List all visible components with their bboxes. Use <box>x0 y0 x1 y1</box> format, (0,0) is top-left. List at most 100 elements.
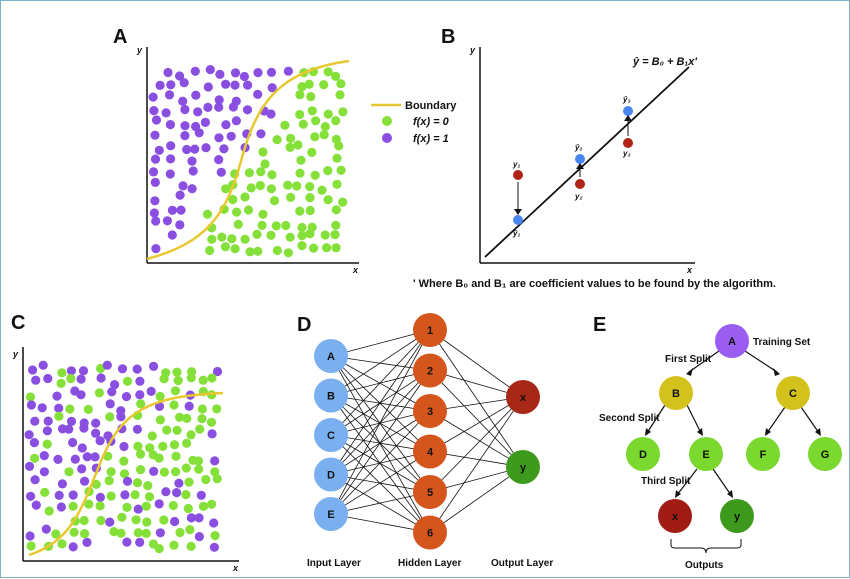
class0-point <box>119 469 130 479</box>
edge-c-f <box>766 406 786 434</box>
predicted-point-3 <box>623 106 633 116</box>
class0-point <box>286 192 296 202</box>
class0-point <box>193 456 204 466</box>
class1-point <box>25 531 35 541</box>
second-split-label: Second Split <box>599 413 660 424</box>
class0-point <box>136 465 146 475</box>
class0-point <box>307 106 317 116</box>
class0-point <box>51 529 61 539</box>
panel-c-boundary-curve <box>28 391 224 557</box>
class1-point <box>203 102 213 112</box>
input-node-e <box>314 497 348 531</box>
class0-point <box>331 220 341 230</box>
class1-point <box>95 492 105 502</box>
class0-point <box>230 244 240 254</box>
first-split-label: First Split <box>665 354 712 365</box>
class1-point <box>54 490 64 500</box>
class0-point <box>169 400 179 410</box>
tree-output-x-label: x <box>672 511 679 523</box>
class1-point <box>105 517 115 527</box>
edge-c-g <box>800 406 820 434</box>
class1-point <box>119 441 129 452</box>
class1-point <box>221 120 231 130</box>
class0-point <box>305 193 315 203</box>
network-edge <box>330 395 431 533</box>
class0-point <box>297 231 307 241</box>
class0-point <box>202 209 213 219</box>
class0-point <box>186 430 196 440</box>
class0-point <box>212 474 222 484</box>
hidden-node-1 <box>413 313 447 347</box>
edge-e-y <box>712 468 732 496</box>
class0-point <box>147 431 157 441</box>
class1-point <box>191 90 201 100</box>
predicted-point-1 <box>513 215 523 225</box>
class1-point <box>76 390 86 400</box>
input-node-b <box>314 378 348 413</box>
class0-point <box>168 500 178 511</box>
class1-point <box>31 500 41 510</box>
class1-point <box>190 144 200 154</box>
tree-node-e-label: E <box>702 449 709 461</box>
hidden-node-label: 3 <box>427 406 433 418</box>
class1-point <box>91 428 101 438</box>
class1-point <box>54 403 64 413</box>
network-edge <box>330 355 431 412</box>
class0-point <box>122 376 133 386</box>
class0-point <box>141 501 151 511</box>
legend-class0-swatch <box>382 116 392 126</box>
actual-label-1: y₁ <box>512 160 520 169</box>
class0-point <box>228 194 238 205</box>
input-node-d <box>314 457 348 492</box>
class0-point <box>198 375 208 385</box>
arrowhead-1 <box>514 209 522 215</box>
network-edge <box>330 329 431 396</box>
tree-root-label: A <box>728 336 736 348</box>
class0-point <box>309 243 319 253</box>
panel-b: B y x ŷ = B₀ + B₁x' y₁ ŷ₁ ŷ₂ y₂ ŷ₃ y₃ ' … <box>413 26 776 290</box>
class0-point <box>319 130 329 140</box>
network-edge <box>429 396 524 493</box>
class0-point <box>286 133 296 143</box>
class0-point <box>169 540 179 550</box>
class1-point <box>207 429 217 439</box>
class1-point <box>122 476 133 486</box>
training-set-label: Training Set <box>753 337 811 348</box>
class1-point <box>155 528 165 538</box>
class1-point <box>210 456 220 466</box>
class1-point <box>180 131 190 141</box>
input-node-label: D <box>327 470 335 482</box>
class0-point <box>197 404 207 414</box>
class1-point <box>184 401 194 411</box>
tree-output-y-label: y <box>734 511 741 523</box>
class0-point <box>233 219 243 229</box>
class1-point <box>175 71 185 81</box>
class0-point <box>298 119 308 129</box>
class0-point <box>159 515 169 525</box>
class1-point <box>41 524 51 534</box>
class1-point <box>135 390 145 400</box>
class0-point <box>64 467 74 477</box>
class1-point <box>187 184 197 194</box>
class0-point <box>272 135 282 145</box>
class1-point <box>203 82 213 92</box>
class1-point <box>176 205 186 215</box>
class0-point <box>331 243 341 253</box>
class0-point <box>283 180 293 190</box>
class1-point <box>110 380 120 390</box>
class0-point <box>210 467 220 477</box>
class1-point <box>174 478 184 488</box>
class0-point <box>181 490 191 500</box>
class0-point <box>295 109 305 120</box>
class0-point <box>305 182 315 192</box>
class0-point <box>175 527 185 538</box>
class1-point <box>149 208 159 218</box>
class0-point <box>266 184 276 194</box>
class1-point <box>214 102 224 112</box>
class0-point <box>145 443 155 453</box>
panel-a: A y x Boundary f(x) = 0 f(x) = 1 <box>113 26 457 275</box>
class0-point <box>319 80 329 90</box>
class1-point <box>155 80 165 90</box>
edge-b-d <box>646 404 666 434</box>
